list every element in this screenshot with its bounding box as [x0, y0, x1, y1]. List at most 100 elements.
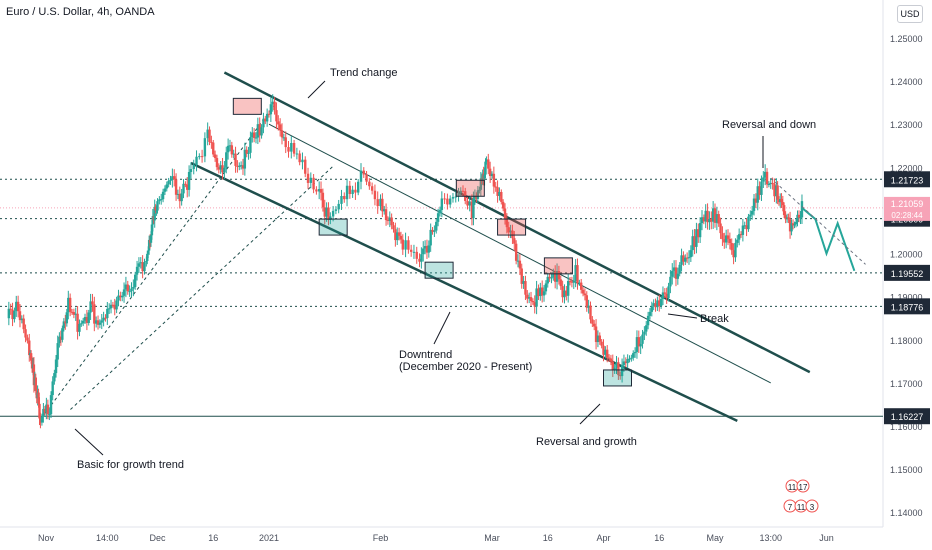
- candle-body: [210, 141, 213, 143]
- annotation-arrow: [307, 80, 326, 99]
- candle-body: [788, 219, 792, 232]
- candle-body: [49, 395, 53, 415]
- candle-body: [331, 210, 335, 217]
- x-tick-label: Nov: [38, 533, 55, 543]
- candle-body: [167, 180, 170, 185]
- level-price-tag: [884, 408, 930, 425]
- candle-body: [186, 184, 189, 190]
- candle-body: [139, 262, 142, 264]
- candle-body: [343, 195, 346, 200]
- candle-body: [600, 341, 603, 346]
- candles: [7, 94, 804, 429]
- candle-body: [85, 317, 89, 323]
- candle-body: [260, 127, 263, 136]
- y-tick-label: 1.23000: [890, 120, 923, 130]
- candle-body: [258, 124, 261, 136]
- x-tick-label: Apr: [596, 533, 610, 543]
- candle-body: [466, 200, 469, 206]
- candle-body: [643, 331, 646, 335]
- candle-body: [478, 189, 481, 191]
- candle-body: [80, 323, 83, 325]
- x-tick-label: May: [706, 533, 724, 543]
- candle-body: [106, 308, 109, 319]
- candle-body: [215, 158, 219, 168]
- candle-body: [18, 311, 22, 321]
- x-tick-label: Dec: [149, 533, 166, 543]
- candle-body: [503, 208, 507, 220]
- candle-body: [581, 289, 585, 294]
- candle-body: [476, 190, 480, 199]
- candle-body: [137, 263, 141, 267]
- candle-body: [16, 301, 20, 312]
- candle-body: [234, 153, 237, 166]
- candle-body: [511, 230, 514, 239]
- event-badge: [805, 499, 819, 513]
- annotation-label: Basic for growth trend: [77, 459, 184, 471]
- level-price-label: 1.19552: [891, 269, 924, 279]
- candle-body: [691, 236, 694, 251]
- candle-body: [337, 203, 340, 210]
- candle-body: [656, 300, 659, 308]
- event-badge: [796, 479, 810, 493]
- currency-button[interactable]: USD: [897, 5, 923, 23]
- annotation-label: Trend change: [330, 67, 397, 79]
- y-tick-label: 1.19000: [890, 293, 923, 303]
- candle-body: [626, 359, 629, 364]
- candle-body: [613, 367, 616, 371]
- candle-body: [796, 214, 799, 222]
- candle-body: [435, 221, 438, 231]
- candle-body: [203, 138, 207, 157]
- candle-body: [327, 207, 330, 220]
- candle-body: [609, 358, 613, 362]
- level-price-label: 1.16227: [891, 412, 924, 422]
- candle-body: [94, 320, 98, 324]
- candle-body: [639, 343, 642, 347]
- candle-body: [719, 223, 722, 234]
- candle-body: [585, 295, 588, 308]
- candle-body: [479, 178, 483, 190]
- candle-body: [754, 198, 758, 203]
- candle-body: [583, 293, 587, 296]
- candle-body: [578, 282, 581, 284]
- event-badge-label: 11: [788, 483, 797, 492]
- candle-body: [624, 361, 627, 364]
- candle-body: [484, 161, 487, 175]
- candle-body: [793, 224, 796, 226]
- candle-body: [147, 239, 151, 251]
- candle-body: [773, 184, 776, 197]
- candle-body: [721, 233, 724, 240]
- candle-body: [399, 235, 403, 240]
- candle-body: [98, 322, 102, 325]
- candle-body: [176, 193, 180, 195]
- candle-body: [22, 318, 25, 330]
- candle-body: [304, 159, 307, 174]
- candle-body: [765, 171, 769, 185]
- candle-body: [418, 258, 421, 262]
- candle-body: [28, 340, 31, 356]
- candle-body: [604, 349, 607, 355]
- candle-body: [76, 313, 79, 332]
- candle-body: [685, 257, 689, 259]
- candle-body: [433, 230, 436, 232]
- x-tick-label: Feb: [373, 533, 389, 543]
- x-tick-label: 2021: [259, 533, 279, 543]
- candle-body: [518, 260, 522, 269]
- candle-body: [228, 145, 232, 147]
- candle-body: [687, 257, 691, 259]
- candle-body: [794, 221, 798, 225]
- candle-body: [531, 300, 535, 303]
- candle-body: [650, 306, 654, 312]
- candle-body: [457, 192, 460, 197]
- candle-body: [734, 242, 737, 258]
- candle-body: [630, 357, 633, 359]
- candle-body: [93, 304, 96, 324]
- candle-body: [693, 236, 696, 247]
- annotation-label: Downtrend: [399, 349, 452, 361]
- current-price-tag: [884, 196, 930, 221]
- candle-body: [161, 191, 165, 200]
- candle-body: [700, 217, 704, 224]
- candle-body: [34, 377, 37, 391]
- candle-body: [107, 308, 111, 310]
- candle-body: [334, 209, 338, 211]
